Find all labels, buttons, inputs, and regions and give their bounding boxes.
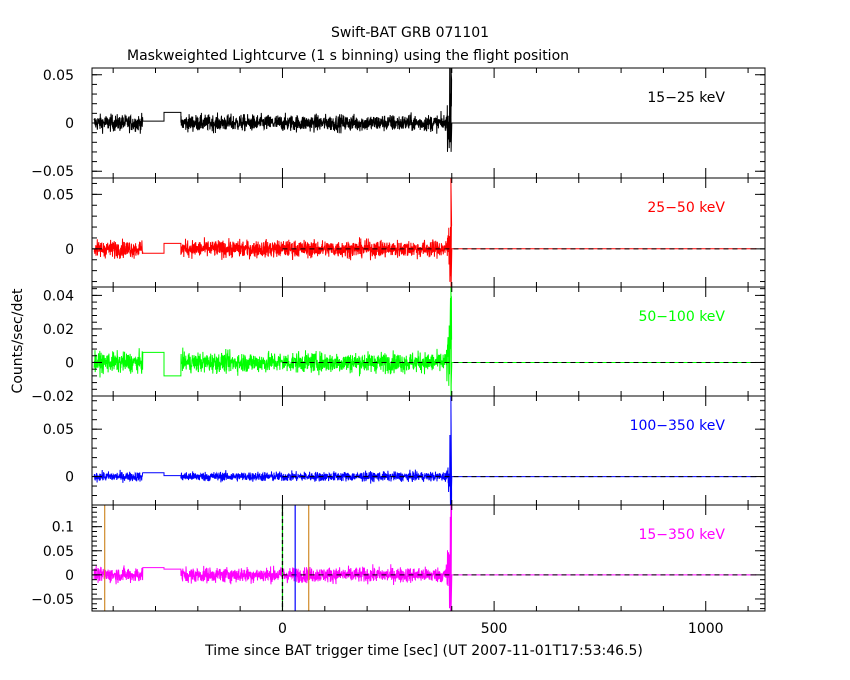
series-line [93,396,757,505]
y-tick-label: 0.1 [52,520,74,536]
x-axis-label: Time since BAT trigger time [sec] (UT 20… [204,643,643,659]
y-tick-label: 0.05 [43,68,74,84]
panel-frame [91,395,766,506]
band-label: 15−350 keV [638,527,725,543]
x-tick-label: 0 [278,621,287,637]
band-label: 100−350 keV [630,418,726,434]
y-tick-label: 0 [65,242,74,258]
panel-1: −0.05 0 0.05 15−25 keV [31,67,766,180]
panel-frame [91,504,766,612]
series-line [93,68,757,152]
y-tick-label: 0.05 [43,187,74,203]
y-tick-label: 0.05 [43,422,74,438]
y-tick-label: 0.02 [43,322,74,338]
band-label: 15−25 keV [647,90,725,106]
chart-subtitle: Maskweighted Lightcurve (1 s binning) us… [127,48,569,64]
panel-5: −0.05 0 0.05 0.1 15−350 keV [31,504,766,612]
panel-frame [91,286,766,397]
panel-2: 0 0.05 25−50 keV [43,177,766,288]
band-label: 50−100 keV [638,309,725,325]
x-tick-label: 1000 [688,621,724,637]
panel-3: −0.02 0 0.02 0.04 50−100 keV [31,286,766,405]
series-line [93,505,757,611]
series-line [93,178,757,287]
y-axis-label: Counts/sec/det [10,288,26,393]
panel-frame [91,177,766,288]
series-line [93,287,757,396]
y-tick-label: −0.05 [31,164,74,180]
y-tick-label: 0 [65,116,74,132]
y-tick-label: −0.02 [31,389,74,405]
y-tick-label: 0 [65,568,74,584]
y-tick-label: 0 [65,470,74,486]
y-tick-label: 0.04 [43,288,74,304]
y-tick-label: 0 [65,355,74,371]
y-tick-label: 0.05 [43,544,74,560]
chart-title: Swift-BAT GRB 071101 [331,25,489,41]
x-tick-label: 500 [481,621,508,637]
y-tick-label: −0.05 [31,592,74,608]
band-label: 25−50 keV [647,200,725,216]
panel-4: 0 0.05 100−350 keV [43,395,766,506]
